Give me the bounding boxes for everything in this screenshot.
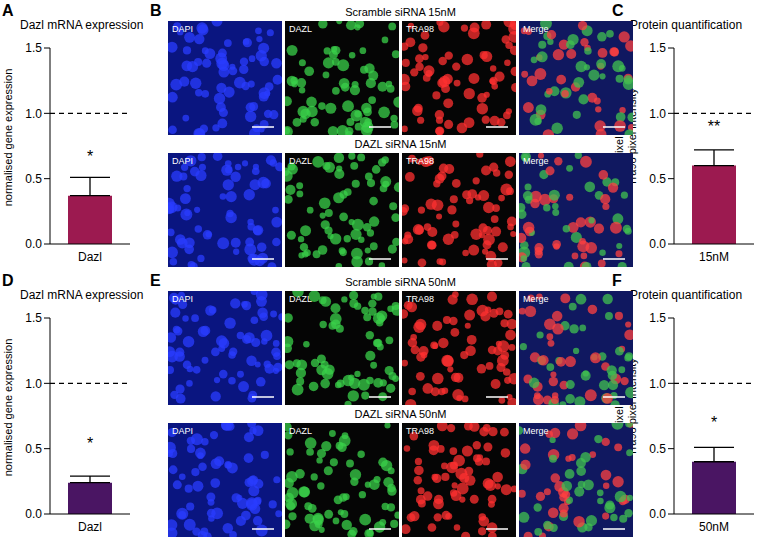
svg-text:0.5: 0.5	[649, 442, 666, 456]
svg-text:15nM: 15nM	[699, 250, 729, 264]
svg-text:DAZL: DAZL	[289, 426, 312, 436]
html-text:B: B	[150, 2, 162, 19]
svg-text:50nM: 50nM	[699, 520, 729, 534]
svg-text:1.5: 1.5	[649, 41, 666, 55]
svg-text:0.5: 0.5	[25, 442, 42, 456]
svg-text:DAZL: DAZL	[289, 294, 312, 304]
svg-text:1.5: 1.5	[25, 311, 42, 325]
html-text:Tra98 pixel intensity: Tra98 pixel intensity	[626, 358, 638, 456]
svg-text:DAZL: DAZL	[289, 24, 312, 34]
svg-text:Dazl: Dazl	[78, 520, 102, 534]
html-text:normalised gene expression: normalised gene expression	[2, 68, 15, 206]
html-text:normalised gene expression: normalised gene expression	[2, 338, 15, 476]
svg-text:TRA98: TRA98	[406, 294, 434, 304]
html-text:Tra98 pixel intensity: Tra98 pixel intensity	[626, 88, 638, 186]
html-text:DAZL siRNA 15nM: DAZL siRNA 15nM	[354, 138, 447, 150]
svg-text:1.5: 1.5	[25, 41, 42, 55]
svg-text:1.0: 1.0	[25, 377, 42, 391]
svg-text:**: **	[708, 118, 720, 135]
svg-text:Dazl: Dazl	[78, 250, 102, 264]
svg-text:TRA98: TRA98	[406, 426, 434, 436]
svg-text:1.0: 1.0	[25, 107, 42, 121]
html-text:Scramble siRNA 50nM: Scramble siRNA 50nM	[345, 276, 456, 288]
svg-text:DAPI: DAPI	[172, 294, 193, 304]
svg-text:1.5: 1.5	[649, 311, 666, 325]
svg-text:1.0: 1.0	[649, 107, 666, 121]
html-text:Dazl pixel intensity/: Dazl pixel intensity/	[613, 89, 625, 185]
html-text:DAZL siRNA 50nM: DAZL siRNA 50nM	[354, 408, 447, 420]
svg-text:0.0: 0.0	[649, 507, 666, 521]
svg-text:DAPI: DAPI	[172, 156, 193, 166]
html-text:C: C	[612, 2, 624, 19]
html-text:Protein quantification: Protein quantification	[630, 288, 743, 302]
svg-text:DAPI: DAPI	[172, 24, 193, 34]
svg-text:1.0: 1.0	[649, 377, 666, 391]
html-text:Scramble siRNA 15nM: Scramble siRNA 15nM	[345, 6, 456, 18]
svg-text:0.0: 0.0	[25, 237, 42, 251]
svg-text:DAZL: DAZL	[289, 156, 312, 166]
svg-text:*: *	[87, 148, 93, 165]
html-text:Dazl mRNA expression: Dazl mRNA expression	[20, 288, 144, 302]
svg-text:0.0: 0.0	[25, 507, 42, 521]
svg-text:TRA98: TRA98	[406, 156, 434, 166]
html-text:D: D	[2, 272, 14, 289]
html-text:Dazl pixel intensity/: Dazl pixel intensity/	[613, 359, 625, 455]
svg-text:Merge: Merge	[523, 426, 549, 436]
html-text:A: A	[2, 2, 14, 19]
html-text:E: E	[150, 272, 161, 289]
html-text:Protein quantification: Protein quantification	[630, 18, 743, 32]
html-text:F: F	[612, 272, 622, 289]
svg-text:Merge: Merge	[523, 24, 549, 34]
svg-text:0.5: 0.5	[649, 172, 666, 186]
html-text:Dazl mRNA expression: Dazl mRNA expression	[20, 18, 144, 32]
svg-text:Merge: Merge	[523, 294, 549, 304]
svg-text:*: *	[711, 414, 717, 431]
svg-text:DAPI: DAPI	[172, 426, 193, 436]
svg-text:TRA98: TRA98	[406, 24, 434, 34]
svg-text:*: *	[87, 435, 93, 452]
svg-text:0.5: 0.5	[25, 172, 42, 186]
svg-text:0.0: 0.0	[649, 237, 666, 251]
svg-text:Merge: Merge	[523, 156, 549, 166]
